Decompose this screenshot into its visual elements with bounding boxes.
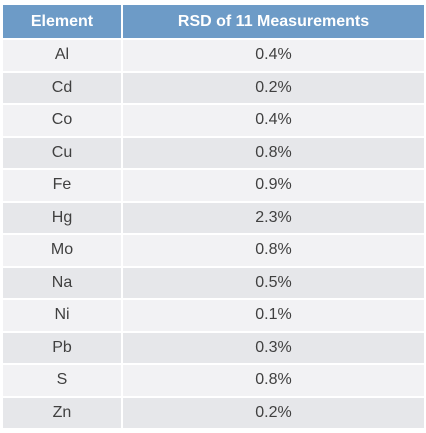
table-row: Mo 0.8% — [3, 234, 424, 268]
table-row: Al 0.4% — [3, 39, 424, 73]
table-row: Ni 0.1% — [3, 299, 424, 333]
table-row: Pb 0.3% — [3, 331, 424, 365]
table-row: Na 0.5% — [3, 266, 424, 300]
rsd-cell: 0.3% — [122, 331, 424, 365]
header-rsd: RSD of 11 Measurements — [122, 5, 424, 40]
rsd-cell: 0.4% — [122, 39, 424, 73]
table-row: Co 0.4% — [3, 104, 424, 138]
table-row: Cd 0.2% — [3, 71, 424, 105]
table-row: Hg 2.3% — [3, 201, 424, 235]
element-cell: Hg — [3, 201, 123, 235]
header-row: Element RSD of 11 Measurements — [3, 5, 424, 40]
rsd-cell: 0.8% — [122, 136, 424, 170]
rsd-cell: 0.2% — [122, 71, 424, 105]
rsd-cell: 0.4% — [122, 104, 424, 138]
element-cell: S — [3, 364, 123, 398]
rsd-table-container: Element RSD of 11 Measurements Al 0.4% C… — [3, 5, 424, 430]
element-cell: Cd — [3, 71, 123, 105]
element-cell: Mo — [3, 234, 123, 268]
table-row: Zn 0.2% — [3, 396, 424, 430]
rsd-cell: 0.5% — [122, 266, 424, 300]
element-cell: Pb — [3, 331, 123, 365]
element-cell: Al — [3, 39, 123, 73]
table-row: S 0.8% — [3, 364, 424, 398]
element-cell: Cu — [3, 136, 123, 170]
table-header: Element RSD of 11 Measurements — [3, 5, 424, 40]
rsd-cell: 2.3% — [122, 201, 424, 235]
element-cell: Ni — [3, 299, 123, 333]
header-element: Element — [3, 5, 123, 40]
element-cell: Fe — [3, 169, 123, 203]
table-body: Al 0.4% Cd 0.2% Co 0.4% Cu 0.8% Fe 0.9% … — [3, 39, 424, 430]
table-row: Fe 0.9% — [3, 169, 424, 203]
rsd-cell: 0.8% — [122, 234, 424, 268]
element-cell: Co — [3, 104, 123, 138]
rsd-cell: 0.9% — [122, 169, 424, 203]
rsd-cell: 0.1% — [122, 299, 424, 333]
element-cell: Zn — [3, 396, 123, 430]
rsd-table: Element RSD of 11 Measurements Al 0.4% C… — [3, 5, 424, 430]
table-row: Cu 0.8% — [3, 136, 424, 170]
rsd-cell: 0.8% — [122, 364, 424, 398]
element-cell: Na — [3, 266, 123, 300]
rsd-cell: 0.2% — [122, 396, 424, 430]
